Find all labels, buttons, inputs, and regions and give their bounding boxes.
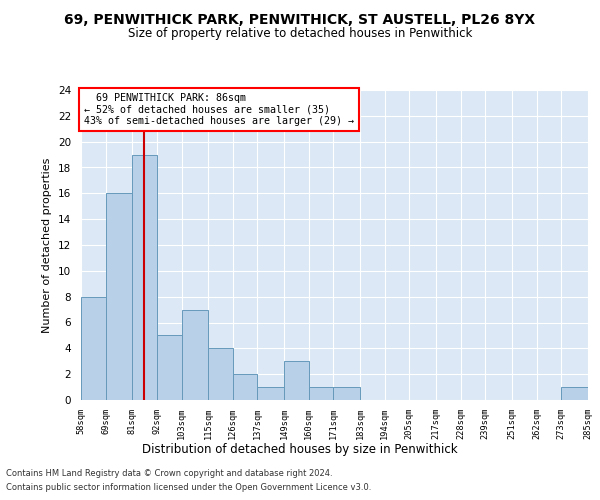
Bar (257, 387, 284, 400)
Bar (334, 387, 360, 400)
Text: Contains public sector information licensed under the Open Government Licence v3: Contains public sector information licen… (6, 484, 371, 492)
Bar (81, 296, 106, 400)
Bar (157, 336, 182, 400)
Bar (106, 194, 133, 400)
Text: Size of property relative to detached houses in Penwithick: Size of property relative to detached ho… (128, 28, 472, 40)
Bar (561, 387, 588, 400)
Bar (208, 348, 233, 400)
Bar (284, 361, 309, 400)
Text: Distribution of detached houses by size in Penwithick: Distribution of detached houses by size … (142, 442, 458, 456)
Text: 69, PENWITHICK PARK, PENWITHICK, ST AUSTELL, PL26 8YX: 69, PENWITHICK PARK, PENWITHICK, ST AUST… (64, 12, 536, 26)
Bar (182, 310, 208, 400)
Text: 69 PENWITHICK PARK: 86sqm
← 52% of detached houses are smaller (35)
43% of semi-: 69 PENWITHICK PARK: 86sqm ← 52% of detac… (83, 93, 353, 126)
Y-axis label: Number of detached properties: Number of detached properties (43, 158, 52, 332)
Bar (309, 387, 334, 400)
Text: Contains HM Land Registry data © Crown copyright and database right 2024.: Contains HM Land Registry data © Crown c… (6, 468, 332, 477)
Bar (133, 154, 157, 400)
Bar (233, 374, 257, 400)
